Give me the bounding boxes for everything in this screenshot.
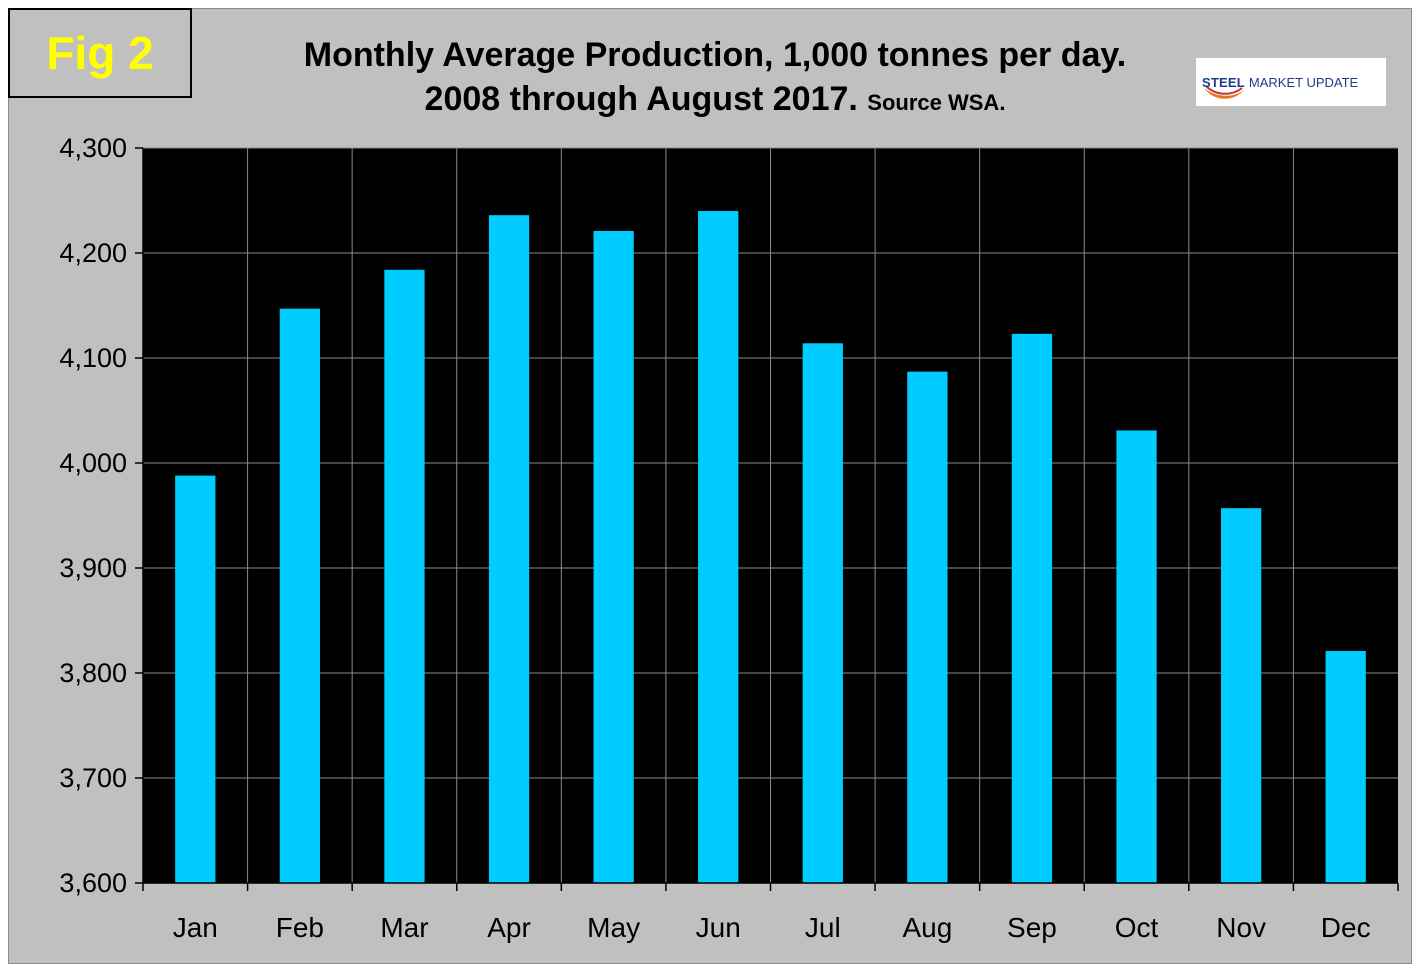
x-tick-label: Nov xyxy=(1216,912,1266,943)
bar-dec xyxy=(1325,650,1366,883)
y-tick-label: 4,100 xyxy=(59,343,127,373)
figure-label: Fig 2 xyxy=(46,27,154,79)
bars xyxy=(175,211,1366,884)
x-tick-label: Mar xyxy=(380,912,428,943)
y-tick-label: 3,600 xyxy=(59,868,127,898)
bar-oct xyxy=(1116,430,1157,883)
x-tick-label: Sep xyxy=(1007,912,1057,943)
y-tick-label: 4,200 xyxy=(59,238,127,268)
y-tick-label: 4,300 xyxy=(59,133,127,163)
logo-swoosh-icon xyxy=(1204,85,1244,99)
bar-apr xyxy=(488,215,530,883)
axes xyxy=(135,147,1399,891)
bar-may xyxy=(593,230,634,883)
bar-jun xyxy=(698,211,739,883)
x-tick-label: Aug xyxy=(902,912,952,943)
x-tick-label: Feb xyxy=(276,912,324,943)
chart-title-period: 2008 through August 2017. xyxy=(424,80,858,118)
x-tick-label: Jan xyxy=(173,912,218,943)
logo-word-rest: MARKET UPDATE xyxy=(1248,74,1359,90)
chart-title-line2: 2008 through August 2017. Source WSA. xyxy=(200,80,1230,119)
y-tick-labels: 3,600 3,700 3,800 3,900 4,000 4,100 4,200 4,300 xyxy=(59,133,127,898)
chart-title-line1: Monthly Average Production, 1,000 tonnes… xyxy=(303,36,1127,74)
bar-aug xyxy=(907,371,948,883)
bar-jul xyxy=(802,343,843,883)
x-tick-label: Oct xyxy=(1115,912,1159,943)
bar-sep xyxy=(1011,333,1053,884)
y-tick-label: 3,800 xyxy=(59,658,127,688)
x-tick-label: May xyxy=(587,912,640,943)
x-tick-labels: Jan Feb Mar Apr May Jun Jul Aug Sep Oct Nov Dec xyxy=(173,912,1371,943)
steel-market-update-logo: STEEL MARKET UPDATE xyxy=(1196,58,1386,106)
y-tick-label: 3,700 xyxy=(59,763,127,793)
x-tick-label: Apr xyxy=(487,912,531,943)
x-tick-label: Jun xyxy=(696,912,741,943)
x-tick-label: Jul xyxy=(805,912,841,943)
gridlines xyxy=(143,147,1398,883)
bar-mar xyxy=(384,269,425,883)
chart-source-note: Source WSA. xyxy=(867,90,1006,115)
bar-jan xyxy=(175,475,216,883)
y-tick-label: 4,000 xyxy=(59,448,127,478)
bar-nov xyxy=(1220,508,1262,883)
figure-label-box: Fig 2 xyxy=(8,8,192,98)
logo-word-bold: STEEL xyxy=(1202,74,1245,90)
x-tick-label: Dec xyxy=(1321,912,1371,943)
bar-feb xyxy=(279,308,321,883)
y-tick-label: 3,900 xyxy=(59,553,127,583)
